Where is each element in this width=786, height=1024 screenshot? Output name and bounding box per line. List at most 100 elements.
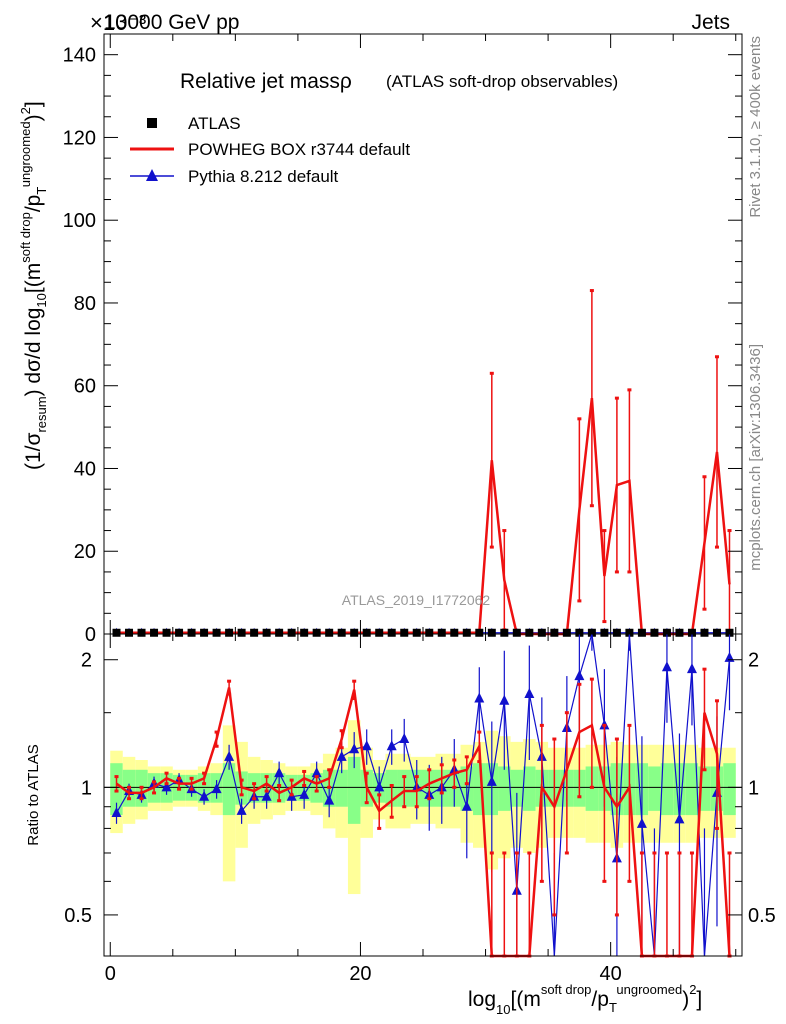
main-atlas-point (600, 628, 609, 637)
main-atlas-point (400, 628, 409, 637)
legend-powheg-label: POWHEG BOX r3744 default (188, 140, 410, 159)
ratio-pythia-line (115, 633, 731, 957)
y-tick-label-main: 60 (74, 376, 96, 398)
main-atlas-point (637, 628, 646, 637)
ratio-pythia-point (349, 743, 360, 754)
y-tick-label-main: 140 (63, 45, 96, 67)
analysis-watermark: ATLAS_2019_I1772062 (342, 592, 491, 608)
main-atlas-point (237, 628, 246, 637)
y-tick-label-ratio: 0.5 (64, 905, 92, 927)
legend-atlas-marker (147, 118, 157, 128)
chart-subtitle: (ATLAS soft-drop observables) (386, 72, 618, 91)
main-atlas-point (150, 628, 159, 637)
main-atlas-point (525, 628, 534, 637)
ratio-pythia-point (524, 688, 535, 699)
main-atlas-point (462, 628, 471, 637)
ratio-band-inner (222, 763, 236, 816)
main-atlas-point (300, 628, 309, 637)
main-atlas-point (537, 628, 546, 637)
main-atlas-point (137, 628, 146, 637)
ratio-band-inner (347, 756, 361, 824)
header-left: 13000 GeV pp (104, 11, 239, 34)
legend-atlas-label: ATLAS (188, 114, 241, 133)
y-tick-label-ratio-right: 1 (748, 777, 759, 799)
main-atlas-point (112, 628, 121, 637)
ratio-powheg-line (115, 687, 731, 958)
ratio-pythia-point (111, 806, 122, 817)
mcplots-label: mcplots.cern.ch [arXiv:1306.3436] (747, 344, 764, 571)
y-axis-label-main: (1/σresum) dσ/d log10[(msoft drop/pTungr… (18, 101, 49, 470)
main-atlas-point (612, 628, 621, 637)
main-atlas-point (687, 628, 696, 637)
ratio-band-inner (498, 766, 511, 811)
y-tick-label-main: 0 (85, 624, 96, 646)
ratio-pythia-point (386, 740, 397, 751)
y-axis-label-ratio: Ratio to ATLAS (25, 744, 42, 845)
main-atlas-point (250, 628, 259, 637)
ratio-band-inner (335, 769, 348, 807)
main-atlas-point (287, 628, 296, 637)
ratio-pythia-point (299, 788, 310, 799)
main-atlas-point (650, 628, 659, 637)
main-atlas-point (550, 628, 559, 637)
ratio-band-inner (523, 766, 536, 811)
main-atlas-point (437, 628, 446, 637)
x-tick-label: 20 (349, 963, 371, 985)
main-atlas-point (700, 628, 709, 637)
exponent-label: ×10⁻³ (90, 10, 146, 35)
legend-pythia-label: Pythia 8.212 default (188, 167, 339, 186)
ratio-band-inner (685, 763, 699, 816)
y-tick-label-main: 100 (63, 210, 96, 232)
main-atlas-point (725, 628, 734, 637)
main-atlas-point (712, 628, 721, 637)
main-atlas-point (675, 628, 684, 637)
main-atlas-point (500, 628, 509, 637)
ratio-pythia-point (686, 663, 697, 674)
y-tick-label-main: 20 (74, 541, 96, 563)
x-axis-label: log10[(msoft drop/pTungroomed)2] (468, 982, 702, 1017)
ratio-pythia-point (361, 740, 372, 751)
main-atlas-point (475, 628, 484, 637)
ratio-pythia-point (674, 813, 685, 824)
x-tick-label: 40 (600, 963, 622, 985)
ratio-pythia-point (199, 790, 210, 801)
main-atlas-point (187, 628, 196, 637)
main-atlas-point (425, 628, 434, 637)
main-atlas-point (625, 628, 634, 637)
main-atlas-point (450, 628, 459, 637)
ratio-pythia-point (574, 670, 585, 681)
ratio-pythia-point (474, 692, 485, 703)
main-atlas-point (562, 628, 571, 637)
ratio-pythia-point (324, 794, 335, 805)
svg-text:(1/σresum) dσ/d log10[(msoft d: (1/σresum) dσ/d log10[(msoft drop/pTungr… (18, 101, 49, 470)
ratio-band-inner (660, 763, 674, 816)
main-atlas-point (387, 628, 396, 637)
ratio-pythia-point (661, 661, 672, 672)
ratio-pythia-point (486, 775, 497, 786)
ratio-pythia-point (161, 781, 172, 792)
main-atlas-point (662, 628, 671, 637)
main-atlas-point (275, 628, 284, 637)
ratio-band-inner (723, 763, 736, 816)
main-plot (112, 289, 734, 637)
main-atlas-point (212, 628, 221, 637)
ratio-plot (104, 633, 742, 958)
ratio-pythia-point (461, 800, 472, 811)
rivet-label: Rivet 3.1.10, ≥ 400k events (747, 36, 764, 218)
main-atlas-point (312, 628, 321, 637)
y-tick-label-ratio: 2 (81, 650, 92, 672)
main-atlas-point (225, 628, 234, 637)
main-atlas-point (325, 628, 334, 637)
main-atlas-point (350, 628, 359, 637)
main-atlas-point (375, 628, 384, 637)
ratio-band-inner (510, 769, 524, 807)
main-atlas-point (125, 628, 134, 637)
ratio-pythia-point (274, 767, 285, 778)
ratio-pythia-point (499, 694, 510, 705)
main-atlas-point (587, 628, 596, 637)
ratio-pythia-point (724, 651, 735, 662)
x-tick-label: 0 (105, 963, 116, 985)
main-atlas-point (362, 628, 371, 637)
ratio-pythia-point (311, 767, 322, 778)
